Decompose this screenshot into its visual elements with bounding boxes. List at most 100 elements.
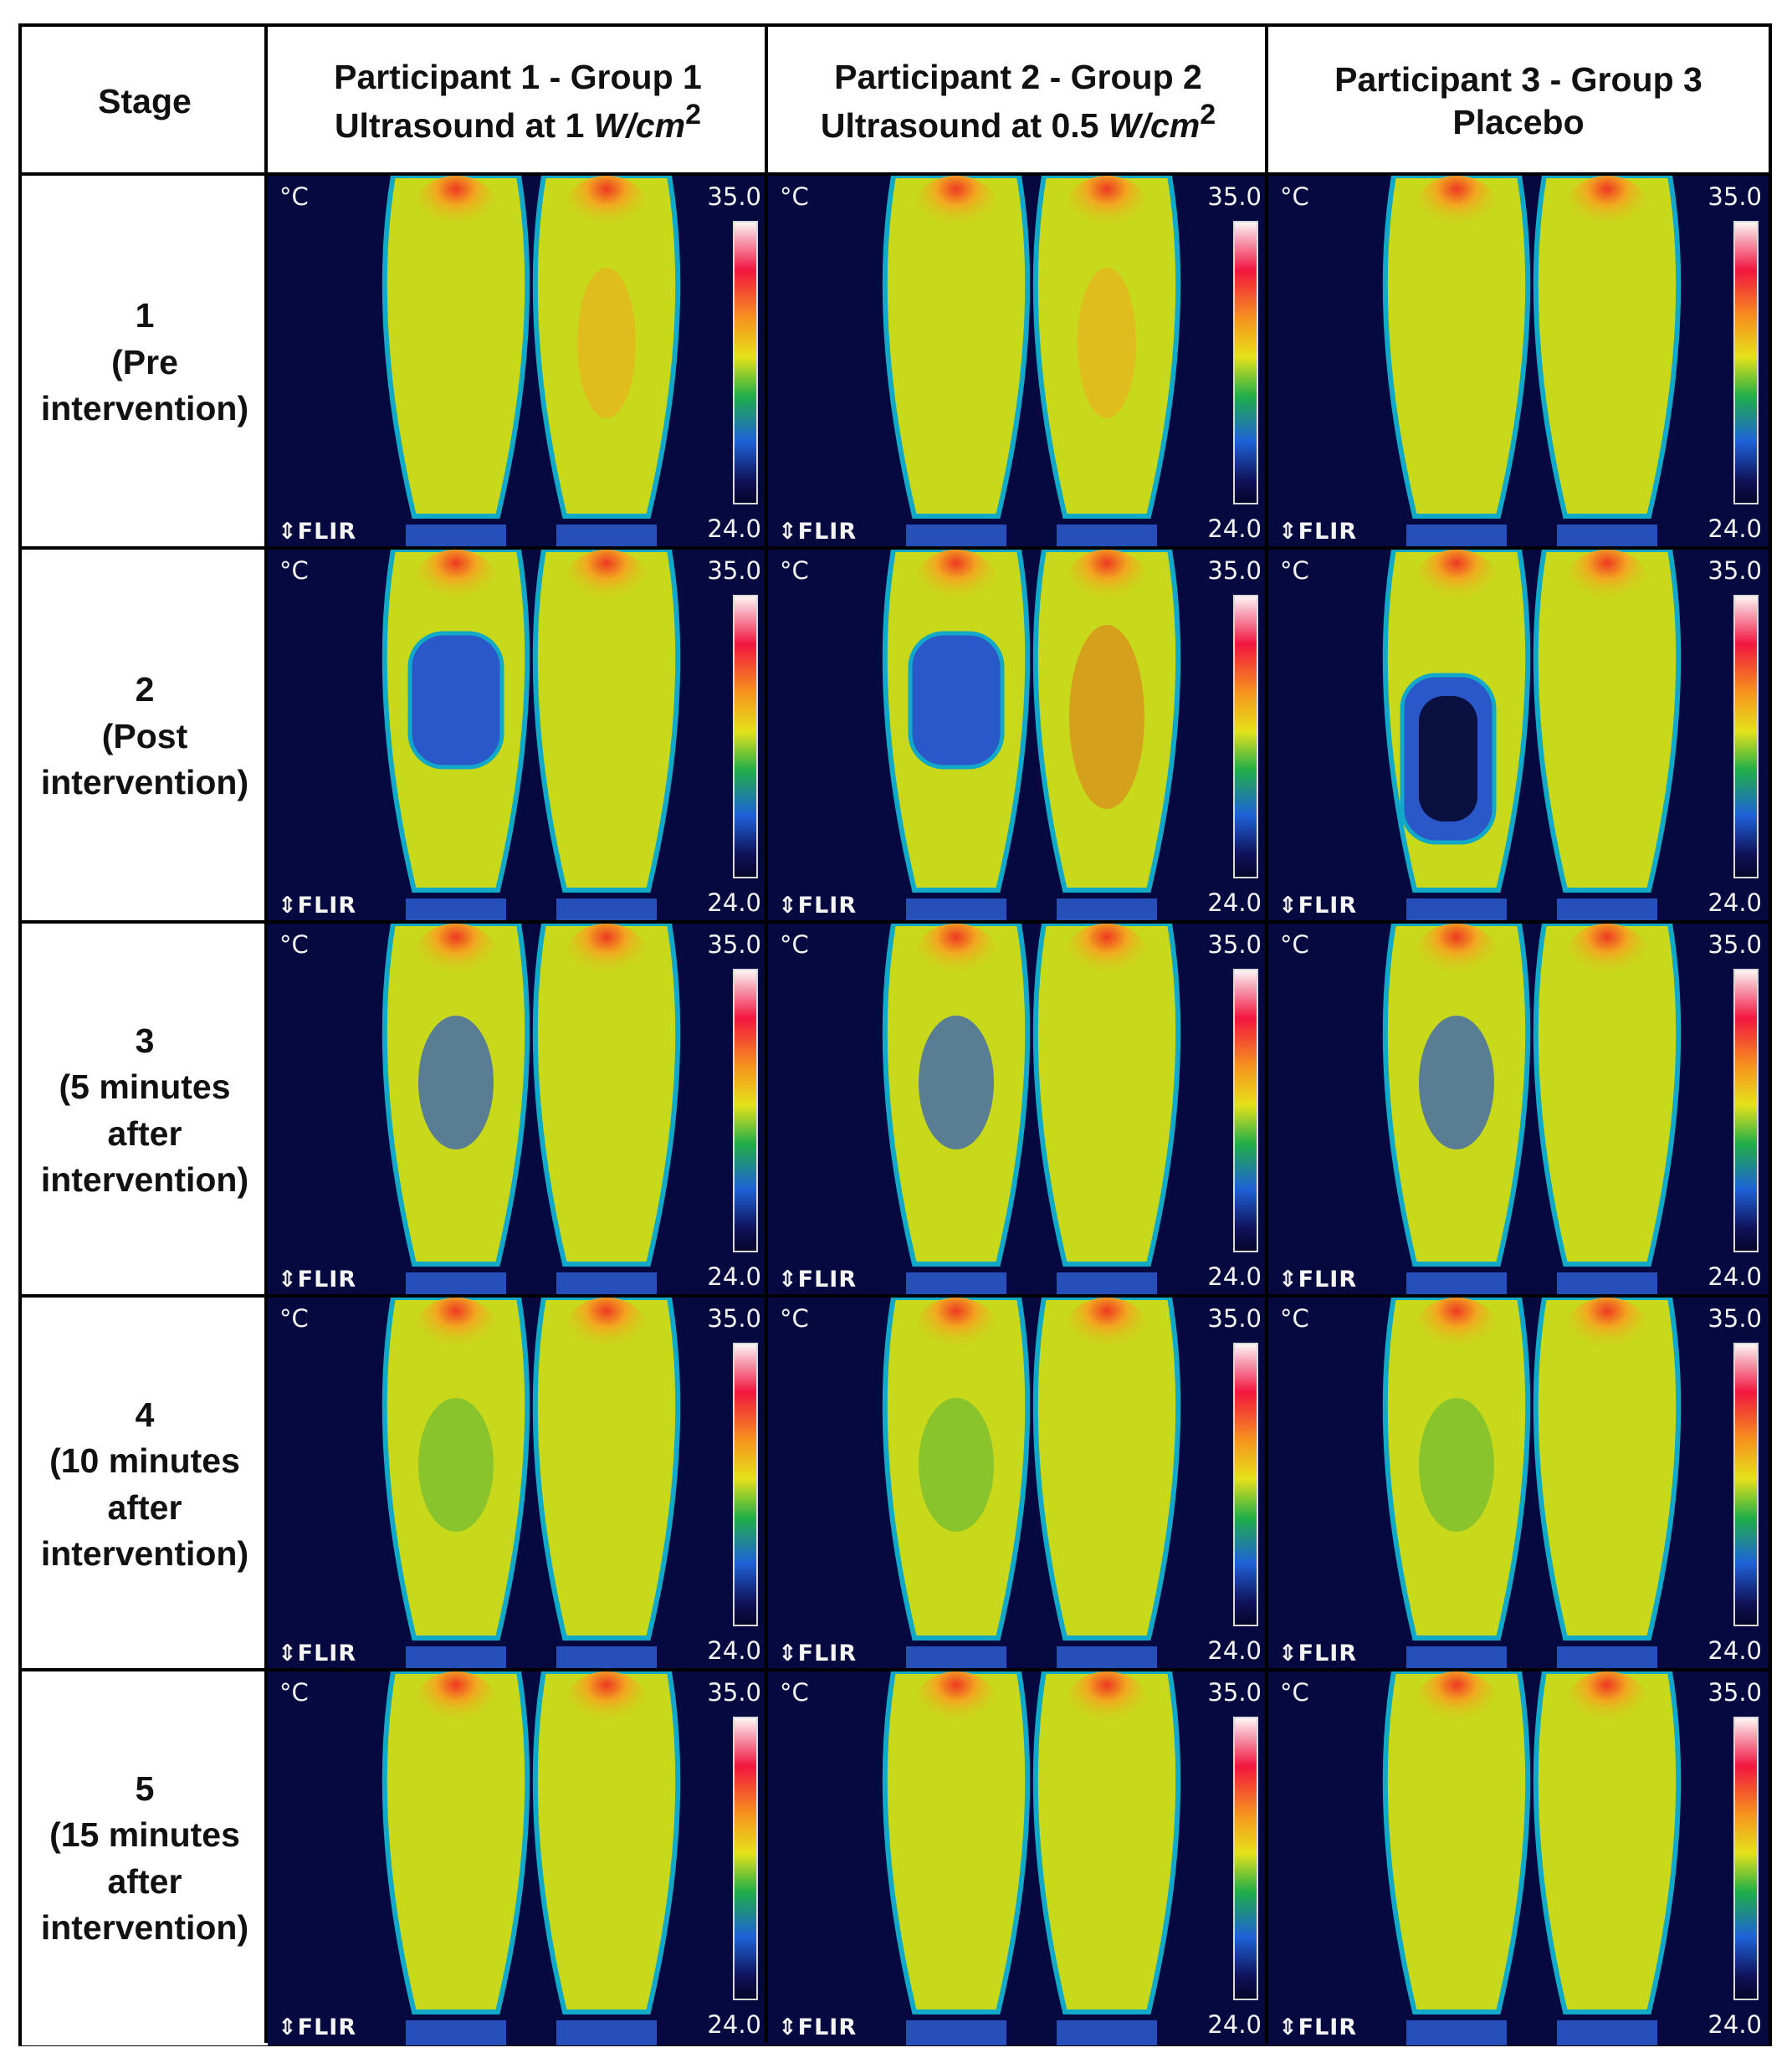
flir-logo: ⇕FLIR	[278, 1267, 356, 1293]
flir-brand-text: FLIR	[1298, 519, 1358, 545]
grid-line	[22, 920, 1769, 924]
stage-number: 5	[135, 1769, 155, 1808]
flir-logo-icon: ⇕	[1278, 1267, 1298, 1293]
flir-logo-icon: ⇕	[278, 2014, 298, 2040]
flir-brand-text: FLIR	[797, 2014, 858, 2040]
stage-description: (Post intervention)	[40, 716, 249, 802]
stage-label: 2 (Post intervention)	[41, 667, 248, 806]
flir-logo: ⇕FLIR	[278, 519, 356, 545]
temperature-unit: °C	[780, 182, 809, 211]
flir-brand-text: FLIR	[797, 1267, 858, 1293]
flir-brand-text: FLIR	[297, 1641, 357, 1666]
scale-max-label: 35.0	[1708, 930, 1762, 959]
temperature-color-scale	[733, 221, 758, 504]
thermal-image-stage-3-participant-1: °C 35.0 24.0 ⇕FLIR	[268, 924, 768, 1298]
scale-max-label: 35.0	[1708, 182, 1762, 211]
flir-logo-icon: ⇕	[778, 1267, 798, 1293]
thermal-image-stage-2-participant-1: °C 35.0 24.0 ⇕FLIR	[268, 550, 768, 924]
temperature-color-scale	[1733, 1343, 1759, 1626]
stage-cell: 1 (Pre intervention)	[22, 176, 268, 550]
flir-logo-icon: ⇕	[778, 893, 798, 919]
scale-max-label: 35.0	[1708, 1678, 1762, 1707]
temperature-color-scale	[1733, 221, 1759, 504]
stage-number: 3	[135, 1021, 155, 1060]
scale-min-label: 24.0	[1708, 1636, 1762, 1665]
grid-line	[1265, 27, 1268, 2043]
header-p3-title: Participant 3 - Group 3	[1334, 59, 1702, 99]
temperature-color-scale	[1733, 1717, 1759, 2000]
flir-brand-text: FLIR	[1298, 1641, 1358, 1666]
thermal-image-stage-5-participant-2: °C 35.0 24.0 ⇕FLIR	[768, 1671, 1268, 2045]
flir-logo: ⇕FLIR	[1278, 893, 1357, 919]
temperature-color-scale	[1733, 969, 1759, 1252]
header-p3-group: Placebo	[1452, 103, 1585, 141]
stage-cell: 4 (10 minutes after intervention)	[22, 1298, 268, 1671]
flir-logo: ⇕FLIR	[1278, 1267, 1357, 1293]
scale-min-label: 24.0	[707, 1636, 761, 1665]
stage-cell: 2 (Post intervention)	[22, 550, 268, 924]
flir-logo-icon: ⇕	[1278, 893, 1298, 919]
scale-min-label: 24.0	[707, 2010, 761, 2039]
grid-line	[765, 27, 768, 2043]
flir-logo: ⇕FLIR	[778, 2014, 857, 2040]
scale-min-label: 24.0	[1207, 1636, 1262, 1665]
flir-brand-text: FLIR	[797, 893, 858, 919]
flir-logo: ⇕FLIR	[778, 519, 857, 545]
flir-logo-icon: ⇕	[278, 893, 298, 919]
scale-min-label: 24.0	[707, 888, 761, 917]
temperature-unit: °C	[780, 930, 809, 959]
stage-label: 3 (5 minutes after intervention)	[41, 1018, 248, 1203]
flir-logo: ⇕FLIR	[1278, 1641, 1357, 1666]
scale-max-label: 35.0	[707, 1678, 761, 1707]
flir-logo-icon: ⇕	[778, 2014, 798, 2040]
grid-line	[22, 172, 1769, 176]
stage-label: 4 (10 minutes after intervention)	[41, 1392, 248, 1577]
flir-logo: ⇕FLIR	[278, 1641, 356, 1666]
scale-max-label: 35.0	[1708, 1304, 1762, 1333]
temperature-color-scale	[1733, 595, 1759, 878]
grid-line	[22, 1294, 1769, 1298]
temperature-color-scale	[1233, 969, 1258, 1252]
header-p1-title: Participant 1 - Group 1	[334, 57, 702, 96]
temperature-unit: °C	[780, 1678, 809, 1707]
thermal-image-stage-2-participant-2: °C 35.0 24.0 ⇕FLIR	[768, 550, 1268, 924]
header-stage: Stage	[22, 27, 268, 176]
temperature-unit: °C	[1280, 930, 1309, 959]
flir-logo-icon: ⇕	[278, 519, 298, 545]
thermal-image-stage-3-participant-2: °C 35.0 24.0 ⇕FLIR	[768, 924, 1268, 1298]
flir-brand-text: FLIR	[297, 893, 357, 919]
thermal-image-stage-4-participant-3: °C 35.0 24.0 ⇕FLIR	[1268, 1298, 1769, 1671]
stage-number: 4	[135, 1395, 155, 1434]
flir-brand-text: FLIR	[797, 1641, 858, 1666]
header-p2-title: Participant 2 - Group 2	[834, 57, 1202, 96]
scale-max-label: 35.0	[707, 930, 761, 959]
flir-logo: ⇕FLIR	[278, 893, 356, 919]
temperature-unit: °C	[279, 556, 309, 585]
temperature-color-scale	[733, 595, 758, 878]
stage-label: 1 (Pre intervention)	[41, 293, 248, 432]
scale-max-label: 35.0	[707, 556, 761, 585]
scale-min-label: 24.0	[707, 514, 761, 543]
flir-brand-text: FLIR	[1298, 893, 1358, 919]
scale-min-label: 24.0	[1708, 888, 1762, 917]
temperature-unit: °C	[1280, 182, 1309, 211]
temperature-unit: °C	[1280, 1304, 1309, 1333]
flir-logo-icon: ⇕	[1278, 2014, 1298, 2040]
thermal-image-stage-5-participant-3: °C 35.0 24.0 ⇕FLIR	[1268, 1671, 1769, 2045]
flir-brand-text: FLIR	[797, 519, 858, 545]
scale-max-label: 35.0	[707, 182, 761, 211]
flir-brand-text: FLIR	[1298, 2014, 1358, 2040]
flir-logo-icon: ⇕	[778, 1641, 798, 1666]
flir-logo: ⇕FLIR	[1278, 2014, 1357, 2040]
temperature-color-scale	[1233, 1717, 1258, 2000]
flir-logo: ⇕FLIR	[1278, 519, 1357, 545]
scale-max-label: 35.0	[1207, 1304, 1262, 1333]
thermal-image-stage-1-participant-3: °C 35.0 24.0 ⇕FLIR	[1268, 176, 1769, 550]
scale-min-label: 24.0	[1708, 2010, 1762, 2039]
header-p1-dose: Ultrasound at 1 W/cm2	[334, 99, 702, 145]
header-participant-2: Participant 2 - Group 2 Ultrasound at 0.…	[768, 27, 1268, 176]
scale-min-label: 24.0	[1207, 514, 1262, 543]
temperature-color-scale	[733, 1343, 758, 1626]
thermal-image-stage-5-participant-1: °C 35.0 24.0 ⇕FLIR	[268, 1671, 768, 2045]
temperature-unit: °C	[279, 930, 309, 959]
